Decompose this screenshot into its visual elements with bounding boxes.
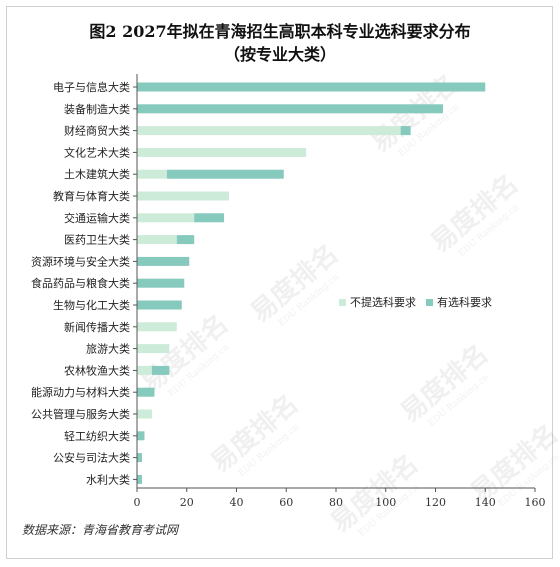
category-label: 轻工纺织大类: [64, 429, 130, 443]
chart-subtitle: （按专业大类）: [223, 45, 336, 64]
figure-frame: [6, 6, 553, 559]
category-label: 公安与司法大类: [53, 451, 130, 465]
x-tick-label: 20: [180, 496, 194, 509]
bar-no-requirement: [137, 344, 170, 354]
category-label: 土木建筑大类: [64, 167, 130, 181]
legend: 不提选科要求 有选科要求: [339, 295, 492, 309]
bar-no-requirement: [137, 191, 230, 201]
bar-no-requirement: [137, 126, 401, 136]
bar-no-requirement: [137, 213, 195, 223]
x-tick-label: 40: [230, 496, 244, 509]
bar-with-requirement: [137, 256, 190, 266]
category-label: 教育与体育大类: [53, 189, 130, 203]
category-label: 食品药品与粮食大类: [31, 276, 130, 290]
category-label: 医药卫生大类: [64, 233, 130, 247]
bar-with-requirement: [137, 387, 155, 397]
legend-label-with-requirement: 有选科要求: [437, 295, 492, 309]
x-tick-label: 60: [279, 496, 293, 509]
category-label: 装备制造大类: [64, 102, 130, 116]
category-label: 财经商贸大类: [64, 124, 130, 138]
legend-label-no-requirement: 不提选科要求: [350, 295, 416, 309]
bar-no-requirement: [137, 169, 167, 179]
bar-with-requirement: [137, 104, 443, 114]
bar-with-requirement: [176, 235, 195, 245]
chart-title: 图2 2027年拟在青海招生高职本科专业选科要求分布: [89, 22, 471, 41]
category-label: 旅游大类: [86, 342, 130, 356]
legend-swatch-no-requirement: [339, 299, 346, 306]
bar-with-requirement: [137, 82, 486, 92]
category-label: 生物与化工大类: [53, 298, 130, 312]
x-tick-label: 160: [525, 496, 546, 509]
bar-with-requirement: [400, 126, 411, 136]
bar-no-requirement: [137, 365, 152, 375]
x-tick-label: 80: [329, 496, 343, 509]
bar-no-requirement: [137, 235, 177, 245]
bar-with-requirement: [137, 278, 185, 288]
bars-layer: 电子与信息大类装备制造大类财经商贸大类文化艺术大类土木建筑大类教育与体育大类交通…: [31, 80, 486, 486]
x-tick-label: 140: [475, 496, 496, 509]
bar-no-requirement: [137, 147, 307, 157]
x-tick-label: 100: [375, 496, 396, 509]
bar-with-requirement: [137, 300, 182, 310]
legend-swatch-with-requirement: [426, 299, 433, 306]
data-source-note: 数据来源：青海省教育考试网: [22, 523, 179, 537]
axes-layer: 0 20 40 60 80 100 120 140 160: [134, 74, 546, 509]
bar-with-requirement: [137, 474, 142, 484]
category-label: 交通运输大类: [64, 211, 130, 225]
bar-with-requirement: [137, 453, 142, 463]
category-label: 电子与信息大类: [53, 80, 130, 94]
bar-no-requirement: [137, 322, 177, 332]
category-label: 资源环境与安全大类: [31, 254, 130, 268]
bar-with-requirement: [137, 431, 145, 441]
bar-with-requirement: [194, 213, 225, 223]
x-tick-label: 0: [134, 496, 141, 509]
bar-no-requirement: [137, 409, 152, 419]
x-tick-label: 120: [425, 496, 446, 509]
bar-with-requirement: [166, 169, 284, 179]
category-label: 公共管理与服务大类: [31, 407, 130, 421]
category-label: 农林牧渔大类: [64, 363, 130, 377]
category-label: 水利大类: [86, 472, 130, 486]
bar-with-requirement: [151, 365, 170, 375]
category-label: 文化艺术大类: [64, 145, 130, 159]
category-label: 新闻传播大类: [64, 320, 130, 334]
category-label: 能源动力与材料大类: [31, 385, 130, 399]
